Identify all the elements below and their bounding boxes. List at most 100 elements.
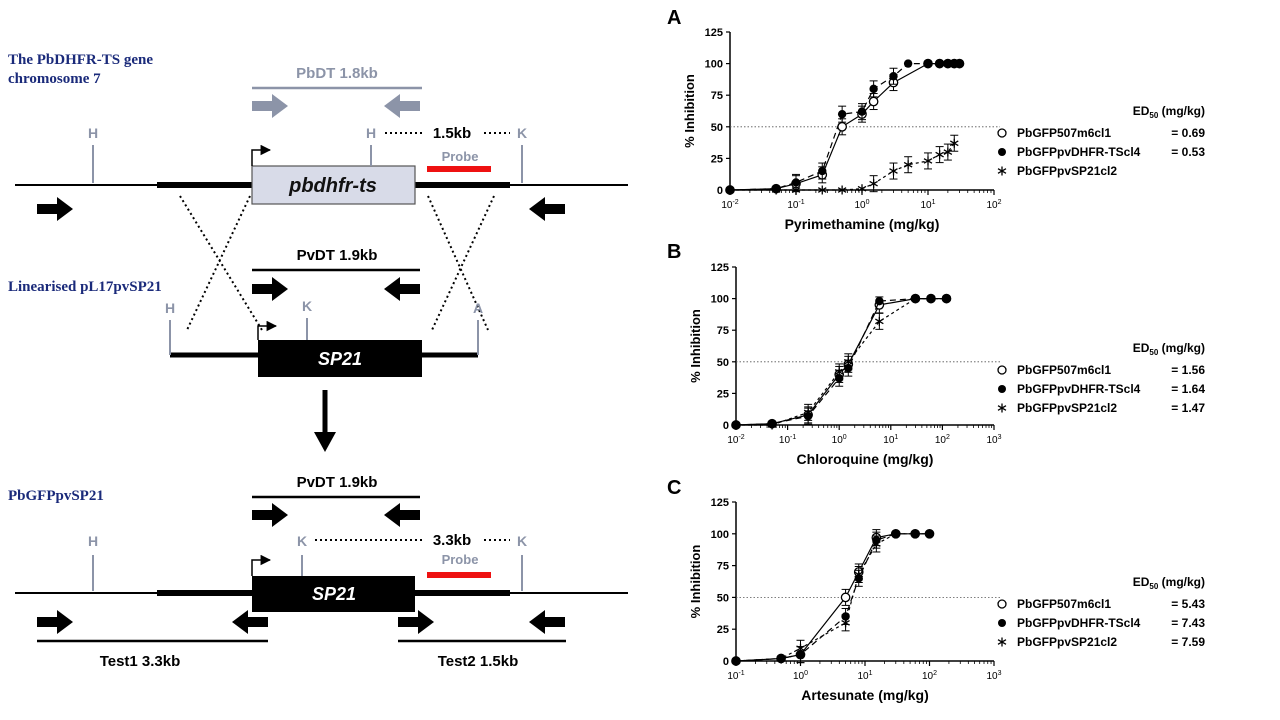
data-point	[889, 72, 898, 81]
asterisk-stroke	[843, 358, 853, 365]
crossover-right-b	[431, 195, 495, 331]
legend-marker	[998, 619, 1006, 627]
data-point	[818, 166, 827, 176]
data-point	[889, 166, 898, 176]
asterisk-stroke	[776, 655, 786, 662]
data-point	[725, 185, 735, 195]
asterisk-stroke	[997, 168, 1007, 174]
legend-item: PbGFP507m6cl1 = 1.56	[997, 363, 1205, 377]
data-point	[843, 357, 853, 367]
test1-reverse-arrow-icon	[232, 610, 268, 634]
legend-ed50: = 0.69	[1171, 126, 1205, 140]
x-tick-label: 100	[793, 670, 808, 682]
data-point	[841, 618, 850, 628]
asterisk-stroke	[803, 409, 813, 416]
y-tick-label: 25	[717, 388, 729, 400]
legend-item: PbGFPpvDHFR-TScl4 = 7.43	[998, 616, 1205, 630]
asterisk-stroke	[857, 185, 867, 192]
fragment-bottom-label: 3.3kb	[433, 532, 471, 549]
x-tick-label: 10-1	[779, 434, 796, 446]
asterisk-stroke	[725, 187, 735, 193]
y-tick-label: 75	[711, 90, 723, 102]
pbdhfr-ts-box	[251, 165, 416, 205]
promoter-mid-arrow-icon	[257, 320, 278, 340]
data-point	[935, 59, 944, 68]
y-tick-label: 125	[711, 262, 729, 274]
site-h2: H	[366, 125, 376, 141]
x-tick-label: 10-1	[727, 670, 744, 682]
data-point	[796, 643, 805, 653]
data-point	[834, 367, 844, 377]
probe-bottom-label: Probe	[442, 552, 479, 567]
y-tick-label: 100	[711, 529, 729, 541]
y-tick-label: 25	[717, 624, 729, 636]
test2-reverse-arrow-icon	[529, 610, 565, 634]
data-point	[903, 160, 913, 170]
label-chromosome: chromosome 7	[8, 71, 101, 87]
data-point	[817, 185, 827, 195]
series-3	[731, 529, 934, 666]
data-point	[857, 184, 867, 194]
legend-header: ED50 (mg/kg)	[1133, 575, 1205, 591]
y-tick-label: 75	[717, 325, 729, 337]
asterisk-stroke	[796, 645, 805, 652]
y-axis-label: % Inhibition	[688, 309, 703, 383]
asterisk-stroke	[837, 187, 847, 193]
site-h3: H	[165, 300, 175, 316]
fragment-top-label: 1.5kb	[433, 125, 471, 142]
legend-marker	[997, 128, 1007, 138]
asterisk-stroke	[841, 619, 850, 626]
asterisk-stroke	[949, 140, 959, 147]
x-tick-label: 102	[935, 434, 950, 446]
data-point	[840, 592, 851, 603]
legend-item: PbGFPpvSP21cl2 = 1.47	[997, 401, 1205, 415]
data-point	[854, 570, 864, 580]
data-point	[943, 147, 953, 157]
legend-name: PbGFPpvDHFR-TScl4	[1017, 145, 1141, 159]
data-point	[910, 529, 920, 539]
legend-name: PbGFPpvSP21cl2	[1017, 635, 1117, 649]
sp21-bottom-label: SP21	[312, 584, 356, 604]
legend-ed50: = 1.56	[1171, 363, 1205, 377]
data-point	[935, 150, 944, 160]
y-tick-label: 125	[711, 497, 729, 509]
data-point	[731, 656, 741, 666]
series-1	[731, 528, 935, 666]
site-a1: A	[473, 300, 483, 316]
pvdt-bottom-forward-arrow-icon	[252, 503, 288, 527]
x-tick-label: 102	[922, 670, 937, 682]
data-point	[875, 316, 884, 326]
asterisk-stroke	[997, 639, 1007, 645]
legend-item: PbGFPpvSP21cl2	[997, 164, 1117, 178]
test2-forward-arrow-icon	[398, 610, 434, 634]
asterisk-stroke	[771, 187, 781, 193]
asterisk-stroke	[891, 530, 901, 537]
asterisk-stroke	[834, 369, 844, 375]
y-tick-label: 50	[717, 357, 729, 369]
data-point	[926, 294, 936, 304]
legend-item: PbGFPpvSP21cl2 = 7.59	[997, 635, 1205, 649]
data-point	[903, 59, 913, 68]
legend-header: ED50 (mg/kg)	[1133, 104, 1205, 120]
x-tick-label: 10-2	[727, 434, 744, 446]
probe-bar	[427, 166, 491, 172]
pvdt-top-forward-arrow-icon	[252, 277, 288, 301]
data-point	[923, 59, 933, 68]
data-point	[925, 529, 934, 539]
series-curve	[730, 142, 955, 191]
y-tick-label: 25	[711, 153, 723, 165]
series-1	[725, 58, 965, 195]
data-point	[837, 109, 847, 119]
asterisk-stroke	[854, 571, 864, 578]
y-axis-label: % Inhibition	[682, 74, 697, 148]
x-tick-label: 101	[883, 434, 898, 446]
legend-ed50: = 1.47	[1171, 401, 1205, 415]
legend-name: PbGFPpvDHFR-TScl4	[1017, 616, 1141, 630]
x-tick-label: 103	[986, 434, 1001, 446]
test1-forward-arrow-icon	[37, 610, 73, 634]
legend-name: PbGFPpvSP21cl2	[1017, 401, 1117, 415]
legend-marker	[997, 166, 1007, 176]
y-tick-label: 50	[711, 122, 723, 134]
pbdt-forward-arrow-icon	[252, 94, 288, 118]
